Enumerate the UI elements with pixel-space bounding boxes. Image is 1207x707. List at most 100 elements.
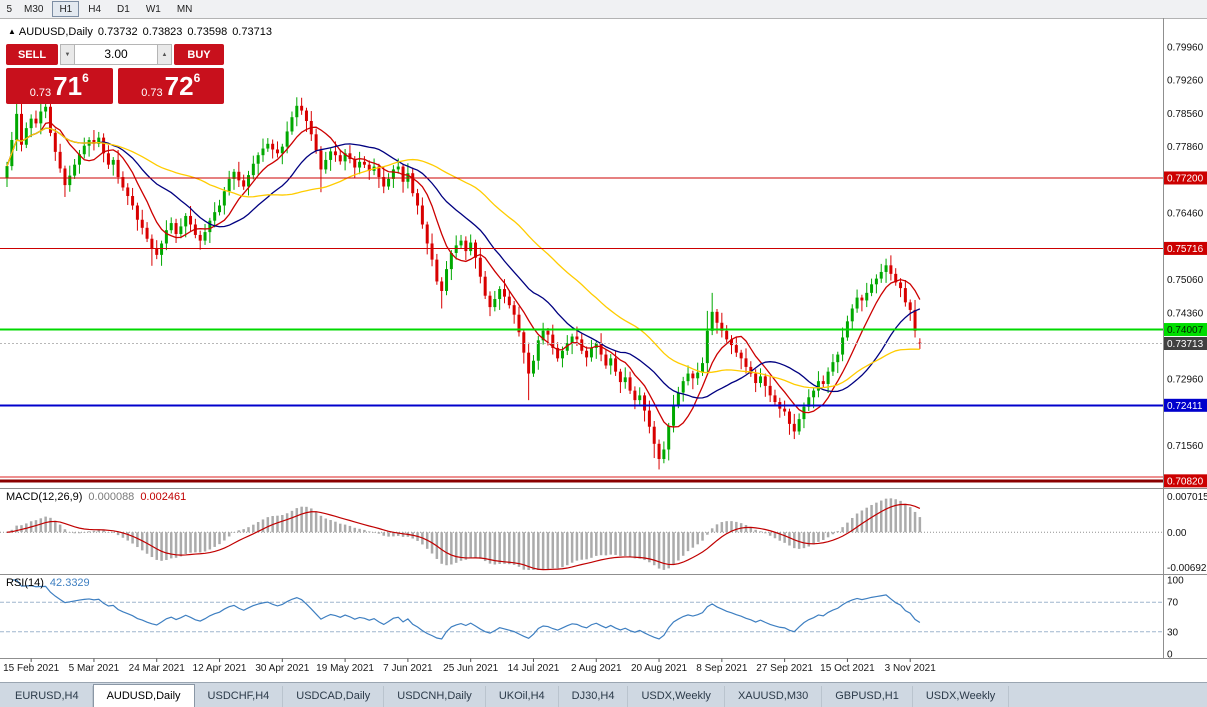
sell-price-big: 71 (53, 71, 83, 101)
date-label: 3 Nov 2021 (885, 663, 937, 674)
sell-price-prefix: 0.73 (29, 87, 52, 99)
price-tick: 0.71560 (1167, 441, 1204, 452)
chart-canvas[interactable]: 0.79960 0.79260 0.78560 0.77860 0.76460 0.750… (0, 0, 1207, 682)
price-tick: 0.76460 (1167, 209, 1204, 220)
rsi-level-30: 30 (1167, 627, 1179, 638)
price-badge-label: 0.75716 (1167, 244, 1204, 255)
date-label: 5 Mar 2021 (69, 663, 120, 674)
chart-tab-USDCNH-Daily[interactable]: USDCNH,Daily (384, 686, 486, 707)
volume-control: ▼ 3.00 ▲ (60, 44, 172, 65)
buy-price-sup: 6 (193, 71, 201, 85)
ohlc-close: 0.73713 (232, 26, 272, 38)
date-label: 7 Jun 2021 (383, 663, 433, 674)
chart-tab-XAUUSD-M30[interactable]: XAUUSD,M30 (725, 686, 823, 707)
macd-signal-value: 0.002461 (140, 491, 187, 503)
volume-increase-button[interactable]: ▲ (157, 44, 172, 65)
buy-price-tile[interactable]: 0.73 72 6 (117, 68, 224, 104)
macd-scale-min: -0.006923 (1167, 563, 1207, 574)
rsi-panel: 100 70 30 0 (0, 576, 1184, 661)
price-badge (1164, 171, 1207, 185)
date-label: 15 Oct 2021 (820, 663, 875, 674)
date-label: 2 Aug 2021 (571, 663, 622, 674)
price-badge-label: 0.74007 (1167, 325, 1204, 336)
rsi-level-0: 0 (1167, 650, 1173, 661)
timeframe-button-5[interactable]: 5 (1, 1, 15, 17)
timeframe-button-D1[interactable]: D1 (110, 1, 137, 17)
price-tick: 0.72960 (1167, 375, 1204, 386)
date-label: 25 Jun 2021 (443, 663, 498, 674)
buy-price-prefix: 0.73 (141, 87, 163, 99)
price-panel (0, 97, 1163, 483)
rsi-value: 42.3329 (49, 577, 90, 589)
date-label: 24 Mar 2021 (129, 663, 186, 674)
macd-scale-zero: 0.00 (1167, 528, 1187, 539)
rsi-level-70: 70 (1167, 598, 1179, 609)
ohlc-high: 0.73823 (142, 26, 183, 38)
chart-symbol-label: AUDUSD,Daily (18, 26, 93, 38)
buy-button[interactable]: BUY (174, 44, 224, 65)
rsi-level-100: 100 (1167, 576, 1184, 587)
chart-tab-UKOil-H4[interactable]: UKOil,H4 (486, 686, 559, 707)
chart-tab-USDX-Weekly[interactable]: USDX,Weekly (913, 686, 1010, 707)
chart-tab-USDX-Weekly[interactable]: USDX,Weekly (628, 686, 725, 707)
macd-signal-line (6, 503, 921, 571)
current-price-badge (1164, 336, 1207, 350)
date-label: 12 Apr 2021 (193, 663, 247, 674)
sell-price-sup: 6 (82, 71, 89, 85)
time-axis: 15 Feb 2021 5 Mar 2021 24 Mar 2021 12 Apr 2… (3, 658, 937, 674)
date-label: 19 May 2021 (316, 663, 374, 674)
price-badge (1164, 398, 1207, 412)
chart-tab-USDCHF-H4[interactable]: USDCHF,H4 (195, 686, 284, 707)
chart-tab-AUDUSD-Daily[interactable]: AUDUSD,Daily (92, 684, 195, 707)
price-badge (1164, 241, 1207, 255)
timeframe-toolbar: 5 M30 H1 H4 D1 W1 MN (0, 0, 1207, 19)
date-label: 20 Aug 2021 (631, 663, 688, 674)
macd-main-value: 0.000088 (88, 491, 135, 503)
moving-average-8 (6, 121, 921, 428)
date-label: 30 Apr 2021 (255, 663, 309, 674)
chart-tab-GBPUSD-H1[interactable]: GBPUSD,H1 (822, 686, 913, 707)
volume-decrease-button[interactable]: ▼ (60, 44, 75, 65)
rsi-line (11, 579, 921, 640)
macd-panel: 0.007015 0.00 -0.006923 (0, 492, 1207, 574)
one-click-trading-panel: SELL ▼ 3.00 ▲ BUY 0.73 71 6 0.73 72 6 (6, 44, 224, 104)
timeframe-button-M30[interactable]: M30 (17, 1, 50, 17)
rsi-indicator-label: RSI(14) 42.3329 (6, 577, 90, 589)
price-badge (1164, 474, 1207, 488)
date-label: 14 Jul 2021 (508, 663, 560, 674)
timeframe-button-W1[interactable]: W1 (139, 1, 168, 17)
sell-price-tile[interactable]: 0.73 71 6 (6, 68, 113, 104)
sell-button[interactable]: SELL (6, 44, 58, 65)
chart-tab-EURUSD-H4[interactable]: EURUSD,H4 (2, 686, 93, 707)
macd-indicator-label: MACD(12,26,9) 0.000088 0.002461 (6, 491, 186, 503)
timeframe-button-H4[interactable]: H4 (81, 1, 108, 17)
price-tick: 0.77860 (1167, 142, 1204, 153)
moving-average-20 (6, 127, 921, 399)
price-tick: 0.79260 (1167, 76, 1204, 87)
moving-average-40 (6, 127, 920, 389)
macd-scale-max: 0.007015 (1167, 492, 1207, 503)
price-badge (1164, 323, 1207, 337)
price-badge-label: 0.70820 (1167, 476, 1204, 487)
price-badge-label: 0.72411 (1167, 401, 1203, 412)
chart-tab-DJ30-H4[interactable]: DJ30,H4 (559, 686, 629, 707)
macd-name: MACD(12,26,9) (6, 491, 83, 503)
volume-input[interactable]: 3.00 (75, 44, 157, 65)
price-scale: 0.79960 0.79260 0.78560 0.77860 0.76460 0.750… (0, 18, 1207, 659)
timeframe-button-H1[interactable]: H1 (52, 1, 80, 17)
price-badge-label: 0.77200 (1167, 173, 1204, 184)
current-price-label: 0.73713 (1167, 339, 1204, 350)
chart-tab-USDCAD-Daily[interactable]: USDCAD,Daily (283, 686, 385, 707)
date-label: 27 Sep 2021 (756, 663, 813, 674)
chart-ohlc-header: ▲ AUDUSD,Daily 0.73732 0.73823 0.73598 0.7371… (8, 26, 272, 38)
price-tick: 0.78560 (1167, 109, 1204, 120)
rsi-name: RSI(14) (6, 577, 44, 589)
price-tick: 0.74360 (1167, 308, 1204, 319)
ohlc-open: 0.73732 (97, 26, 138, 38)
price-tick: 0.79960 (1167, 42, 1204, 53)
price-tick: 0.75060 (1167, 275, 1204, 286)
timeframe-button-MN[interactable]: MN (170, 1, 200, 17)
buy-price-big: 72 (164, 71, 194, 101)
date-label: 8 Sep 2021 (696, 663, 748, 674)
